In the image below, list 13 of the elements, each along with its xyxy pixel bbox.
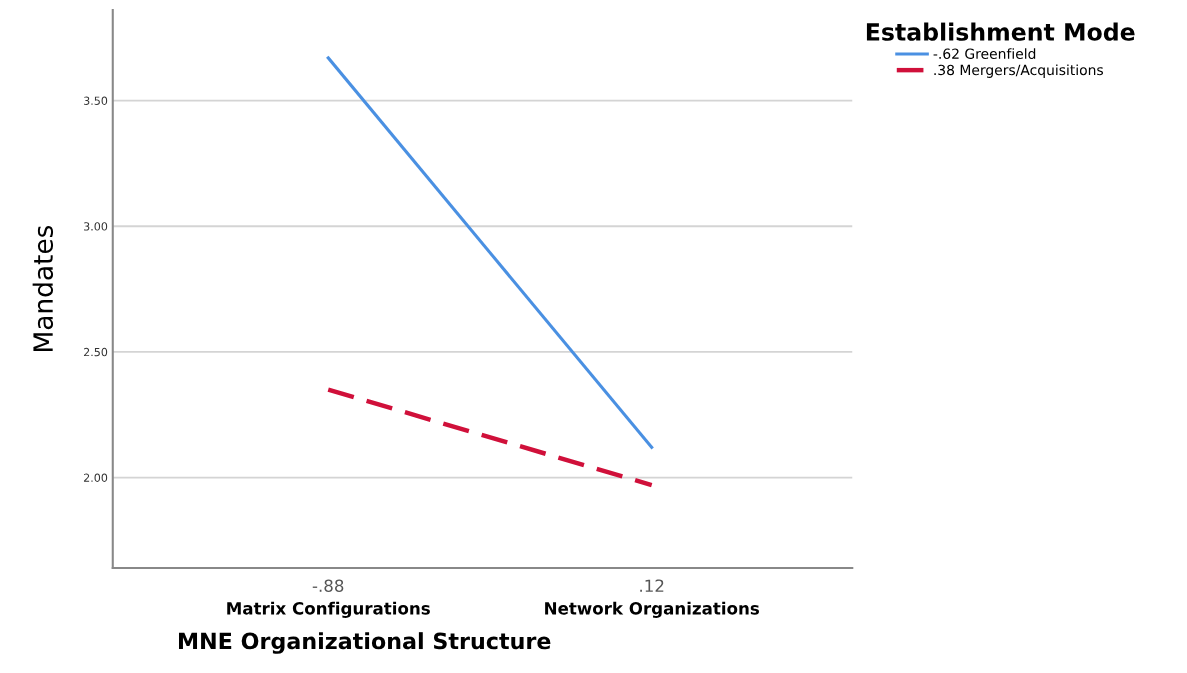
legend-title: Establishment Mode	[866, 22, 1135, 41]
y-axis-title: Mandates	[32, 225, 54, 351]
y-tick-label: 3.00	[84, 222, 108, 231]
text: Matrix Configurations	[227, 601, 430, 618]
y-tick-label: 2.00	[83, 473, 108, 482]
legend-label: -.62 Greenfield	[933, 48, 1036, 59]
y-tick-label: 3.50	[84, 96, 108, 105]
y-tick-label: 2.50	[83, 347, 108, 357]
x-tick-label: .12	[640, 579, 664, 592]
legend-label: .38 Mergers/Acquisitions	[934, 64, 1103, 78]
x-axis-title: MNE Organizational Structure	[179, 632, 551, 654]
x-tick-label: -.88	[312, 579, 344, 593]
text: Network Organizations	[545, 601, 759, 618]
